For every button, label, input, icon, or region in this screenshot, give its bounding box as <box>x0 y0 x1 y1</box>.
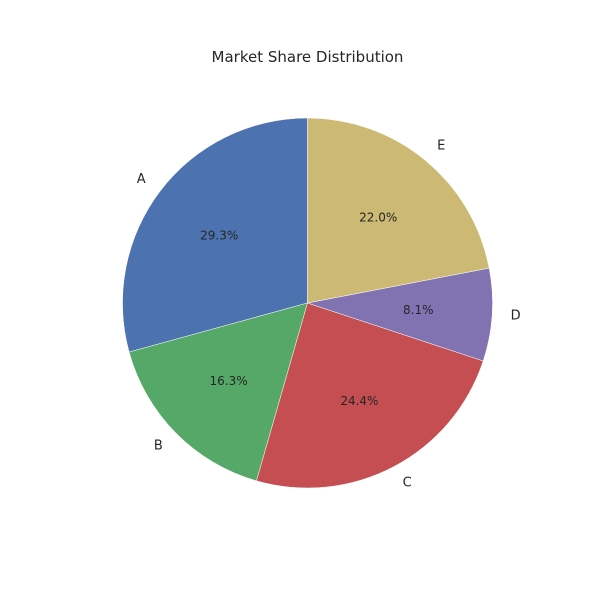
pie-slices <box>122 117 493 489</box>
slice-label-d: D <box>511 309 521 324</box>
slice-percent-label-d: 8.1% <box>403 303 434 317</box>
slice-label-c: C <box>403 475 412 490</box>
pie-slice-a <box>122 117 308 353</box>
slice-percent-label-e: 22.0% <box>359 210 397 224</box>
pie-slice-b <box>128 302 308 482</box>
pie-slice-d <box>306 267 493 362</box>
slice-percent-label-b: 16.3% <box>210 374 248 388</box>
pie-slice-e <box>307 117 490 304</box>
slice-label-b: B <box>154 439 163 454</box>
pie-labels: A 29.3% B 16.3% C 24.4% D 8.1% E 22.0% <box>137 139 521 491</box>
pie-slice-c <box>256 302 484 489</box>
slice-percent-label-a: 29.3% <box>200 229 238 243</box>
chart-title: Market Share Distribution <box>211 48 404 66</box>
slice-label-e: E <box>437 139 445 154</box>
slice-percent-label-c: 24.4% <box>340 394 378 408</box>
slice-label-a: A <box>137 172 146 187</box>
